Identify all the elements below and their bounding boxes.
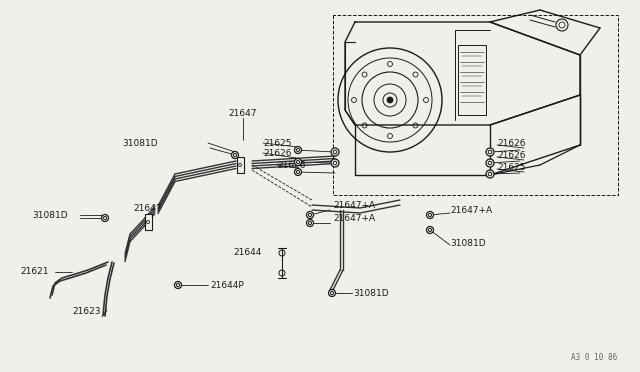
Circle shape [102, 215, 109, 221]
Circle shape [331, 159, 339, 167]
Circle shape [307, 219, 314, 227]
Text: 21647: 21647 [228, 109, 257, 118]
Circle shape [294, 147, 301, 154]
Circle shape [328, 289, 335, 296]
Circle shape [426, 227, 433, 234]
Text: 21621: 21621 [20, 267, 49, 276]
Text: 31081D: 31081D [32, 211, 68, 219]
Text: 21626: 21626 [497, 151, 525, 160]
Text: 21644: 21644 [234, 247, 262, 257]
Circle shape [426, 212, 433, 218]
Text: 21647+A: 21647+A [333, 201, 375, 209]
Text: 21647: 21647 [134, 203, 163, 212]
Circle shape [486, 170, 494, 178]
Text: 31081D: 31081D [353, 289, 388, 298]
Text: 31081D: 31081D [122, 138, 158, 148]
Circle shape [387, 97, 393, 103]
Text: 21625: 21625 [497, 163, 525, 171]
Text: 21626: 21626 [277, 160, 305, 170]
Circle shape [486, 148, 494, 156]
Text: 21647+A: 21647+A [450, 205, 492, 215]
Circle shape [486, 159, 494, 167]
Text: 21625: 21625 [263, 138, 291, 148]
Text: A3 0 10 86: A3 0 10 86 [571, 353, 617, 362]
Text: 21644P: 21644P [210, 280, 244, 289]
FancyBboxPatch shape [237, 157, 243, 173]
Text: 21626: 21626 [263, 148, 291, 157]
Circle shape [175, 282, 182, 289]
Circle shape [232, 151, 239, 158]
Circle shape [294, 158, 301, 166]
Text: 21623: 21623 [72, 308, 100, 317]
Text: 31081D: 31081D [450, 238, 486, 247]
Circle shape [294, 169, 301, 176]
Text: 21647+A: 21647+A [333, 214, 375, 222]
FancyBboxPatch shape [145, 214, 152, 230]
Text: 21626: 21626 [497, 138, 525, 148]
Circle shape [307, 212, 314, 218]
Circle shape [331, 148, 339, 156]
